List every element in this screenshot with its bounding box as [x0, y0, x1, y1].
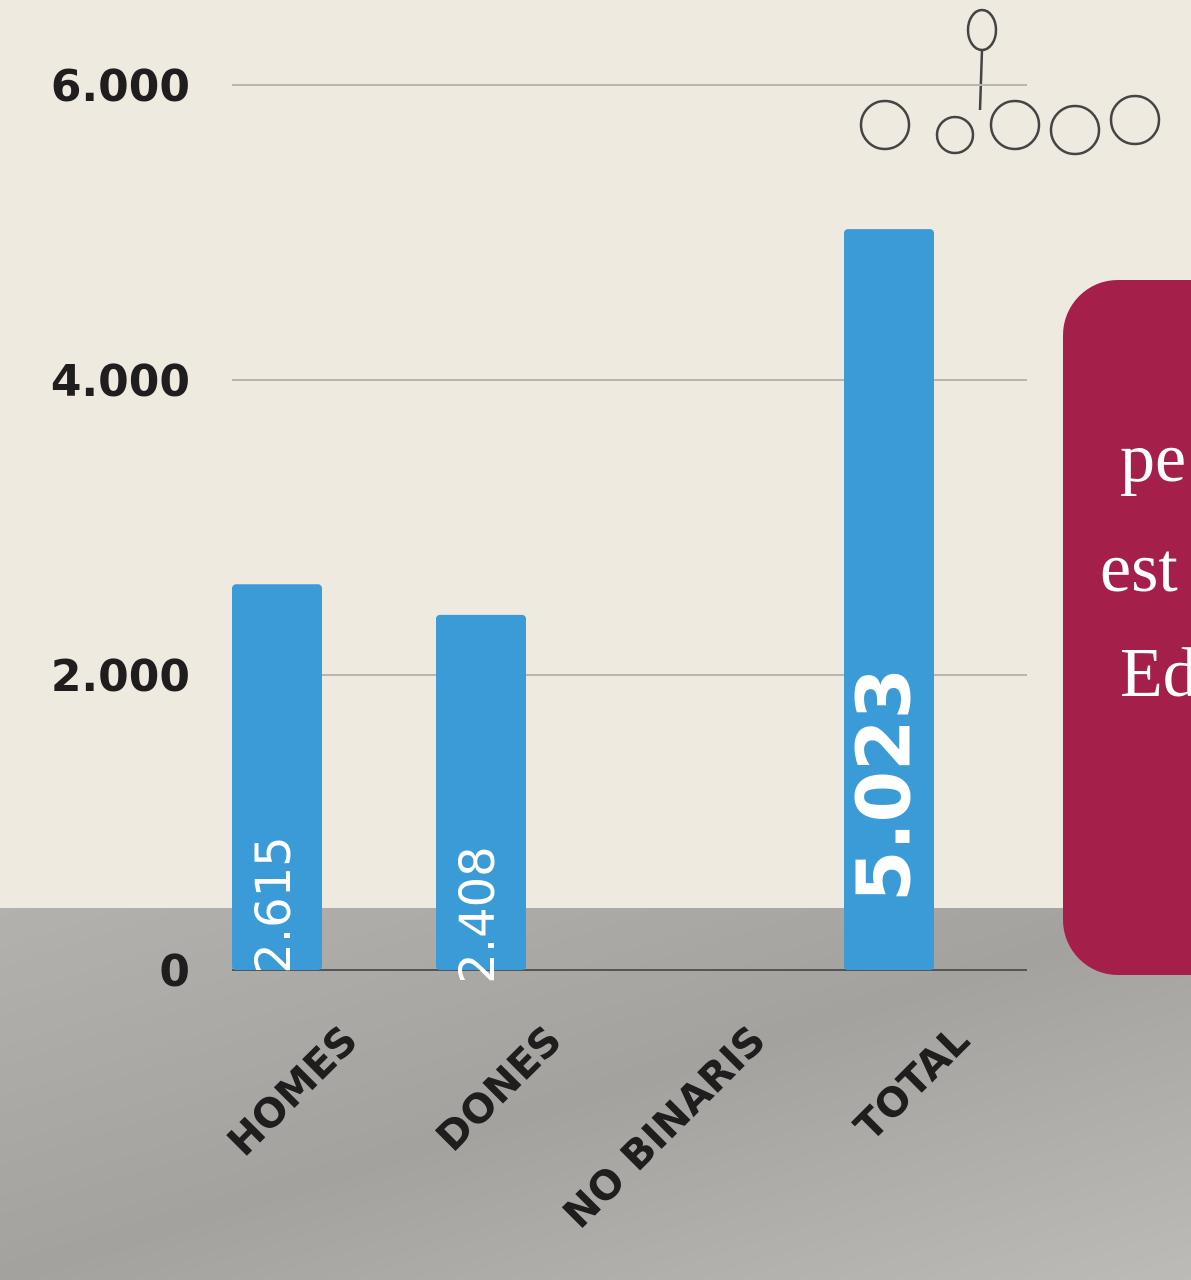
bar [844, 229, 934, 971]
value-label: 2.615 [246, 836, 302, 973]
y-tick-label: 0 [159, 946, 190, 997]
notes: pe est Ed [1100, 420, 1191, 712]
y-tick-label: 4.000 [51, 356, 190, 407]
note-text: est [1100, 530, 1178, 607]
note-text: Ed [1120, 635, 1191, 712]
y-tick-label: 2.000 [51, 651, 190, 702]
note-text: pe [1120, 420, 1186, 497]
value-label: 5.023 [842, 668, 928, 902]
y-tick-label: 6.000 [51, 61, 190, 112]
bar [436, 614, 526, 970]
note-box [1063, 280, 1191, 975]
value-label: 2.408 [450, 846, 506, 983]
note-background [1063, 280, 1191, 975]
bar [232, 584, 322, 970]
doodle [859, 8, 1161, 156]
